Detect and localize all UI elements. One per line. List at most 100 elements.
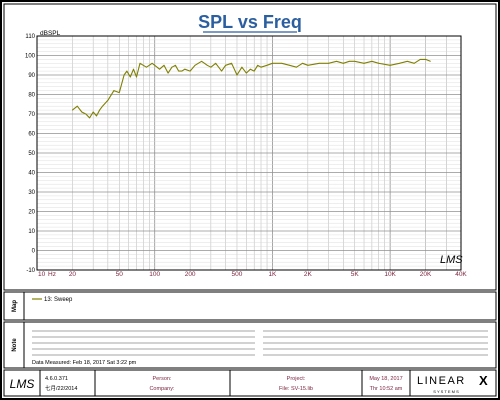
- data-point: [178, 70, 180, 72]
- data-point: [221, 70, 222, 72]
- data-point: [406, 60, 408, 62]
- map-side-label: Map: [12, 300, 18, 312]
- plot-lms-logo: LMS: [440, 254, 463, 266]
- data-point: [99, 109, 100, 111]
- legend-entry: 13: Sweep: [44, 297, 73, 303]
- data-point: [389, 64, 391, 66]
- data-point: [266, 64, 268, 66]
- y-tick-label: 100: [25, 54, 36, 60]
- data-point: [189, 70, 191, 72]
- y-tick-label: 70: [28, 112, 35, 118]
- data-point: [107, 99, 109, 101]
- data-point: [163, 64, 165, 66]
- y-tick-label: 60: [28, 132, 35, 138]
- data-point: [307, 64, 309, 66]
- x-tick-label: 200: [185, 271, 196, 278]
- person-label: Person:: [153, 376, 172, 382]
- series-layer: [72, 58, 431, 119]
- data-point: [419, 59, 421, 60]
- chart-title: SPL vs Freq: [198, 12, 302, 32]
- x-tick-label: 5K: [351, 271, 360, 278]
- data-point: [296, 66, 297, 68]
- data-point: [363, 62, 365, 64]
- data-point: [236, 74, 238, 76]
- data-point: [328, 62, 329, 64]
- data-point: [249, 68, 251, 70]
- y-tick-label: 90: [28, 73, 35, 79]
- data-point: [85, 113, 87, 115]
- x-tick-label: 10: [38, 271, 46, 278]
- data-point: [257, 64, 259, 66]
- data-point: [194, 64, 196, 66]
- note-lines: [32, 330, 488, 356]
- y-axis-label: dBSPL: [40, 30, 61, 37]
- data-point: [129, 76, 131, 78]
- data-point: [92, 111, 94, 113]
- data-point: [302, 62, 303, 64]
- company-label: Company:: [149, 386, 175, 392]
- data-point: [118, 92, 120, 93]
- data-point: [154, 64, 156, 66]
- data-point: [318, 62, 320, 64]
- y-tick-label: 0: [32, 249, 36, 255]
- data-point: [348, 60, 350, 62]
- note-side-label: Note: [12, 338, 18, 352]
- x-tick-label: 1K: [268, 271, 277, 278]
- y-tick-label: 50: [28, 151, 35, 157]
- data-point: [146, 66, 147, 68]
- data-point: [281, 62, 283, 64]
- data-point: [342, 62, 344, 64]
- y-tick-label: 80: [28, 93, 35, 99]
- x-tick-labels: 10 20 50 100 200 500 1K 2K 5K 10K 20K 40K: [38, 271, 467, 278]
- data-point: [142, 64, 144, 66]
- data-point: [336, 60, 337, 62]
- version-text: 4.6.0.371: [45, 376, 68, 382]
- data-point: [241, 66, 243, 68]
- data-point: [139, 62, 141, 64]
- data-point: [272, 62, 273, 64]
- x-tick-label: 10K: [384, 271, 396, 278]
- x-tick-label: 500: [232, 271, 243, 278]
- x-tick-label: 100: [149, 271, 160, 278]
- data-point: [371, 60, 373, 62]
- footer-lms-logo: LMS: [10, 377, 35, 391]
- data-point: [206, 64, 208, 66]
- y-tick-label: 30: [28, 190, 35, 196]
- file-label: File: SV-15.lib: [279, 386, 313, 392]
- project-label: Project:: [287, 376, 306, 382]
- data-point: [126, 70, 128, 72]
- chart-frame: [3, 3, 497, 291]
- data-point: [354, 60, 356, 62]
- x-tick-label: 2K: [304, 271, 313, 278]
- footer-panel: [3, 369, 497, 397]
- data-point: [167, 72, 169, 74]
- brand-main: LINEAR: [417, 375, 466, 387]
- data-point: [89, 117, 91, 119]
- data-point: [253, 70, 255, 72]
- data-point: [225, 64, 226, 66]
- report-date: May 18, 2017: [369, 376, 402, 382]
- plot-area: [36, 35, 462, 271]
- x-tick-label: 20: [69, 271, 77, 278]
- data-point: [289, 64, 291, 66]
- data-point: [260, 66, 262, 68]
- data-point: [96, 115, 97, 117]
- data-point: [175, 64, 176, 66]
- data-point: [430, 60, 431, 62]
- data-point: [181, 70, 183, 72]
- data-point: [425, 59, 426, 60]
- data-point: [148, 64, 150, 66]
- data-point: [215, 62, 217, 64]
- data-point: [245, 72, 247, 74]
- note-panel: [3, 321, 497, 369]
- x-tick-label: 40K: [455, 271, 467, 278]
- data-point: [231, 62, 233, 64]
- x-axis-unit: Hz: [48, 271, 56, 278]
- data-point: [378, 62, 380, 64]
- data-measured-text: Data Measured: Feb 18, 2017 Sat 3:22 pm: [32, 360, 137, 366]
- data-point: [133, 68, 134, 70]
- data-point: [210, 66, 212, 68]
- x-tick-label: 50: [116, 271, 124, 278]
- y-tick-label: 40: [28, 171, 35, 177]
